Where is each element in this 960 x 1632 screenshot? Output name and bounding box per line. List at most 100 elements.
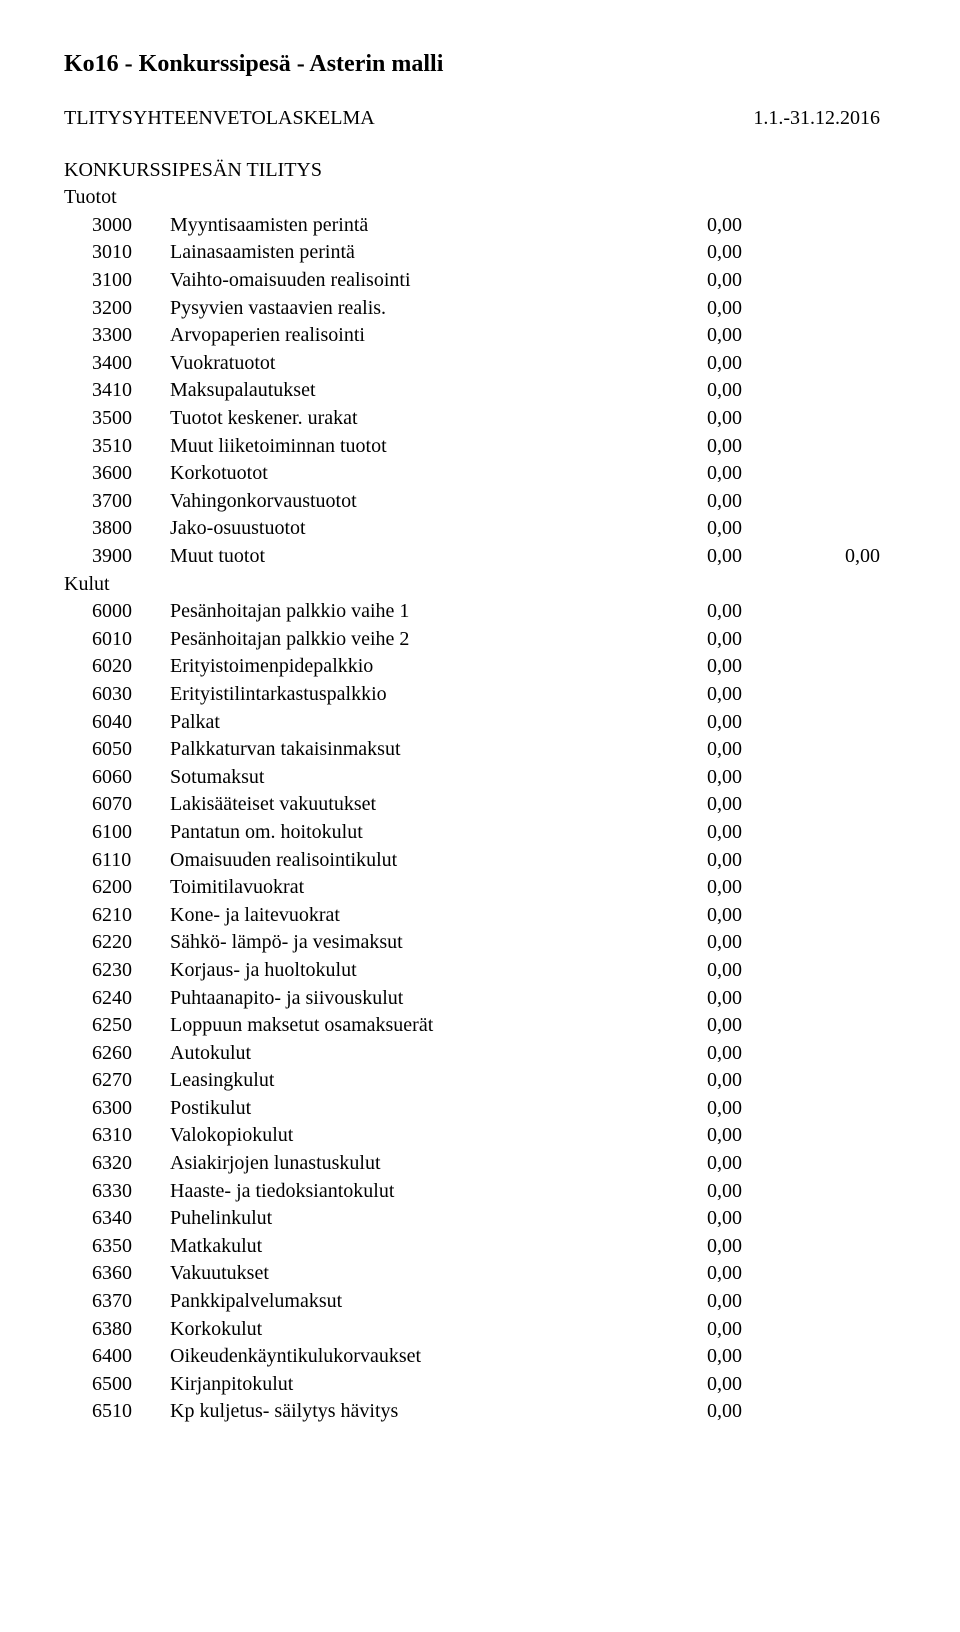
report-label: TLITYSYHTEENVETOLASKELMA (64, 105, 375, 133)
line-item-row: 6210Kone- ja laitevuokrat0,00 (64, 902, 896, 930)
line-item-desc: Pantatun om. hoitokulut (170, 819, 632, 847)
line-item-code: 6350 (64, 1233, 170, 1261)
line-item-desc: Kp kuljetus- säilytys hävitys (170, 1398, 632, 1426)
line-item-code: 3400 (64, 350, 170, 378)
line-item-row: 6310Valokopiokulut0,00 (64, 1122, 896, 1150)
line-item-value: 0,00 (632, 350, 790, 378)
line-item-value: 0,00 (632, 736, 790, 764)
line-item-value: 0,00 (632, 377, 790, 405)
line-item-row: 6360Vakuutukset0,00 (64, 1260, 896, 1288)
line-item-value: 0,00 (632, 488, 790, 516)
line-item-value: 0,00 (632, 322, 790, 350)
line-item-desc: Vakuutukset (170, 1260, 632, 1288)
line-item-code: 6250 (64, 1012, 170, 1040)
line-item-code: 6380 (64, 1316, 170, 1344)
line-item-code: 6220 (64, 929, 170, 957)
line-item-code: 6020 (64, 653, 170, 681)
line-item-desc: Myyntisaamisten perintä (170, 212, 632, 240)
group-label: Tuotot (64, 184, 896, 212)
line-item-desc: Sotumaksut (170, 764, 632, 792)
line-item-row: 6070Lakisääteiset vakuutukset0,00 (64, 791, 896, 819)
line-item-value: 0,00 (632, 1178, 790, 1206)
line-item-desc: Vahingonkorvaustuotot (170, 488, 632, 516)
line-item-row: 3900Muut tuotot0,000,00 (64, 543, 896, 571)
line-item-row: 3010Lainasaamisten perintä0,00 (64, 239, 896, 267)
line-item-row: 3400Vuokratuotot0,00 (64, 350, 896, 378)
line-item-desc: Puhtaanapito- ja siivouskulut (170, 985, 632, 1013)
line-item-desc: Pesänhoitajan palkkio veihe 2 (170, 626, 632, 654)
line-item-row: 3500Tuotot keskener. urakat0,00 (64, 405, 896, 433)
line-item-desc: Korjaus- ja huoltokulut (170, 957, 632, 985)
line-item-row: 3410Maksupalautukset0,00 (64, 377, 896, 405)
line-item-desc: Valokopiokulut (170, 1122, 632, 1150)
line-item-value: 0,00 (632, 681, 790, 709)
line-item-value: 0,00 (632, 1150, 790, 1178)
line-item-row: 6270Leasingkulut0,00 (64, 1067, 896, 1095)
line-item-value: 0,00 (632, 1095, 790, 1123)
line-item-row: 6040Palkat0,00 (64, 709, 896, 737)
line-item-code: 6500 (64, 1371, 170, 1399)
line-item-value: 0,00 (632, 1343, 790, 1371)
line-item-desc: Asiakirjojen lunastuskulut (170, 1150, 632, 1178)
line-item-code: 6310 (64, 1122, 170, 1150)
groups-container: Tuotot3000Myyntisaamisten perintä0,00301… (64, 184, 896, 1426)
line-item-desc: Lakisääteiset vakuutukset (170, 791, 632, 819)
line-item-value: 0,00 (632, 405, 790, 433)
line-item-code: 3000 (64, 212, 170, 240)
line-item-value: 0,00 (632, 985, 790, 1013)
line-item-code: 3010 (64, 239, 170, 267)
line-item-code: 3600 (64, 460, 170, 488)
line-item-row: 6400Oikeudenkäyntikulukorvaukset0,00 (64, 1343, 896, 1371)
line-item-row: 3000Myyntisaamisten perintä0,00 (64, 212, 896, 240)
line-item-code: 6240 (64, 985, 170, 1013)
line-item-desc: Oikeudenkäyntikulukorvaukset (170, 1343, 632, 1371)
line-item-code: 6260 (64, 1040, 170, 1068)
line-item-code: 6110 (64, 847, 170, 875)
line-item-value: 0,00 (632, 929, 790, 957)
line-item-code: 6000 (64, 598, 170, 626)
line-item-desc: Korkokulut (170, 1316, 632, 1344)
line-item-value: 0,00 (632, 874, 790, 902)
line-item-row: 6240Puhtaanapito- ja siivouskulut0,00 (64, 985, 896, 1013)
line-item-code: 6330 (64, 1178, 170, 1206)
line-item-row: 6100Pantatun om. hoitokulut0,00 (64, 819, 896, 847)
line-item-desc: Korkotuotot (170, 460, 632, 488)
line-item-row: 6330Haaste- ja tiedoksiantokulut0,00 (64, 1178, 896, 1206)
line-item-code: 6050 (64, 736, 170, 764)
doc-title: Ko16 - Konkurssipesä - Asterin malli (64, 48, 896, 81)
line-item-desc: Vuokratuotot (170, 350, 632, 378)
line-item-code: 6070 (64, 791, 170, 819)
line-item-row: 6350Matkakulut0,00 (64, 1233, 896, 1261)
line-item-code: 6320 (64, 1150, 170, 1178)
line-item-desc: Arvopaperien realisointi (170, 322, 632, 350)
line-item-value: 0,00 (632, 1067, 790, 1095)
line-item-desc: Omaisuuden realisointikulut (170, 847, 632, 875)
line-item-code: 6030 (64, 681, 170, 709)
line-item-desc: Loppuun maksetut osamaksuerät (170, 1012, 632, 1040)
line-item-value: 0,00 (632, 598, 790, 626)
line-item-code: 3700 (64, 488, 170, 516)
line-item-value2: 0,00 (790, 543, 896, 571)
line-item-code: 6210 (64, 902, 170, 930)
line-item-code: 6230 (64, 957, 170, 985)
line-item-row: 6000Pesänhoitajan palkkio vaihe 10,00 (64, 598, 896, 626)
line-item-row: 6020Erityistoimenpidepalkkio0,00 (64, 653, 896, 681)
line-item-row: 6110Omaisuuden realisointikulut0,00 (64, 847, 896, 875)
line-item-desc: Tuotot keskener. urakat (170, 405, 632, 433)
line-item-desc: Maksupalautukset (170, 377, 632, 405)
line-item-value: 0,00 (632, 653, 790, 681)
line-item-code: 3300 (64, 322, 170, 350)
line-item-row: 6320Asiakirjojen lunastuskulut0,00 (64, 1150, 896, 1178)
line-item-code: 6400 (64, 1343, 170, 1371)
line-item-desc: Autokulut (170, 1040, 632, 1068)
line-item-code: 3900 (64, 543, 170, 571)
line-item-value: 0,00 (632, 1398, 790, 1426)
line-item-desc: Pysyvien vastaavien realis. (170, 295, 632, 323)
line-item-value: 0,00 (632, 267, 790, 295)
line-item-row: 6500Kirjanpitokulut0,00 (64, 1371, 896, 1399)
line-item-desc: Kone- ja laitevuokrat (170, 902, 632, 930)
group-rows: 3000Myyntisaamisten perintä0,003010Laina… (64, 212, 896, 571)
line-item-row: 3700Vahingonkorvaustuotot0,00 (64, 488, 896, 516)
group-rows: 6000Pesänhoitajan palkkio vaihe 10,00601… (64, 598, 896, 1426)
line-item-desc: Palkkaturvan takaisinmaksut (170, 736, 632, 764)
